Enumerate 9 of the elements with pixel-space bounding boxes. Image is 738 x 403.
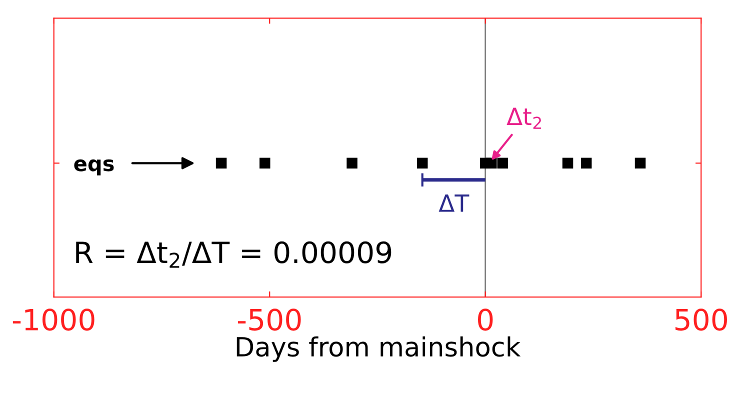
x-tick-label: -1000 bbox=[12, 308, 94, 331]
x-tick-label: -500 bbox=[238, 308, 301, 331]
y-tick-label: eqs bbox=[74, 159, 114, 176]
x-tick-label: 0 bbox=[478, 308, 493, 331]
annotation: ΔT bbox=[438, 194, 470, 212]
x-axis-title: Days from mainshock bbox=[236, 336, 521, 362]
annotation: Δt$_{2}$ bbox=[506, 108, 541, 129]
annotation: R = Δt$_{2}$/ΔT = 0.00009 bbox=[76, 241, 392, 268]
x-tick-label: 500 bbox=[676, 308, 727, 331]
